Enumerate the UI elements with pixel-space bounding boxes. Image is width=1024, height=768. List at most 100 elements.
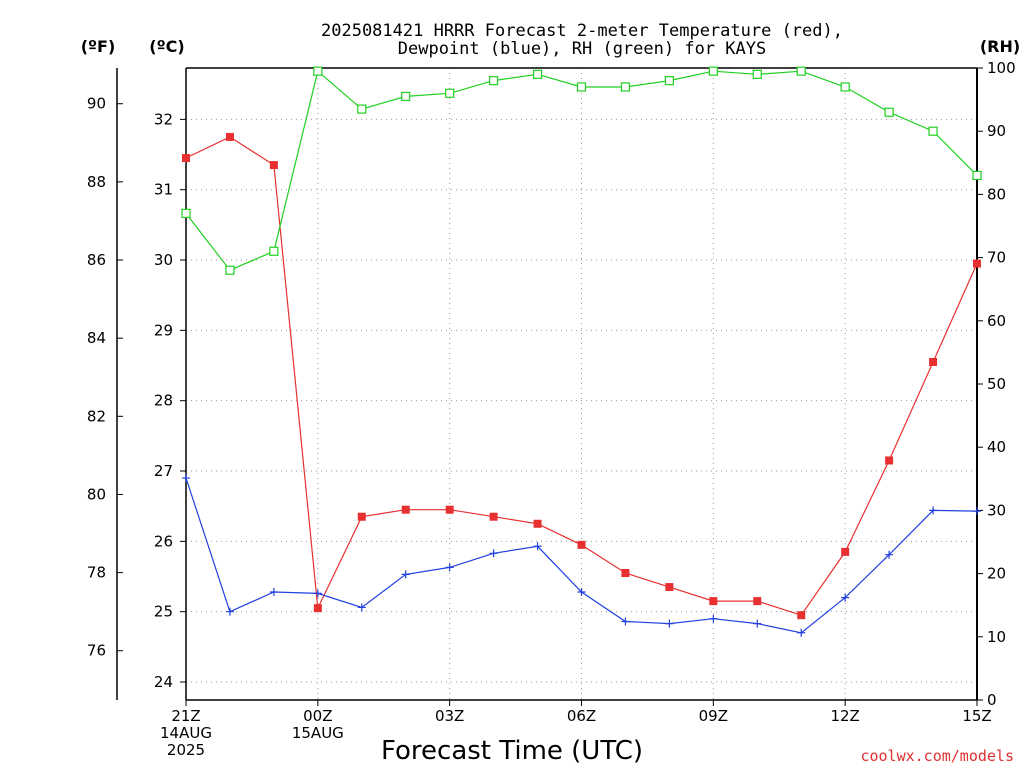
series-dewpoint [182, 474, 981, 637]
temperature-point [797, 611, 806, 620]
dewpoint-point [709, 614, 718, 623]
celsius-tick-label: 30 [154, 251, 173, 269]
x-tick-label: 14AUG [160, 724, 212, 742]
rh-point [840, 82, 850, 92]
temperature-point [401, 505, 410, 514]
temperature-point [885, 456, 894, 465]
rh-point [752, 69, 762, 79]
dewpoint-point [841, 593, 850, 602]
credit-text: coolwx.com/models [860, 747, 1014, 765]
rh-point [576, 82, 587, 92]
dewpoint-point [313, 589, 322, 598]
celsius-tick-label: 28 [154, 392, 173, 410]
axes [116, 67, 983, 706]
temperature-point [973, 259, 981, 268]
celsius-tick-label: 25 [154, 603, 173, 621]
series-line-rh [185, 70, 978, 271]
dewpoint-point [533, 542, 542, 551]
fahrenheit-unit-label: (ºF) [81, 37, 116, 56]
x-tick-label: 12Z [830, 707, 859, 725]
rh-point [401, 91, 411, 102]
celsius-tick-label: 32 [154, 110, 173, 128]
rh-tick-label: 30 [987, 501, 1006, 519]
rh-point [620, 82, 631, 92]
rh-point [928, 126, 938, 136]
x-tick-label: 15Z [962, 707, 991, 725]
rh-unit-label: (RH) [980, 37, 1020, 56]
rh-point [664, 76, 674, 86]
chart-title-line1: 2025081421 HRRR Forecast 2-meter Tempera… [321, 21, 843, 41]
celsius-tick-label: 31 [154, 181, 173, 199]
dewpoint-point [182, 474, 190, 483]
dewpoint-point [445, 563, 454, 572]
temperature-point [929, 357, 938, 366]
x-axis-label: Forecast Time (UTC) [381, 736, 643, 766]
dewpoint-point [489, 549, 498, 558]
rh-tick-label: 90 [987, 122, 1006, 140]
fahrenheit-tick-label: 82 [87, 407, 106, 425]
fahrenheit-tick-label: 84 [87, 329, 106, 347]
grid-lines [186, 68, 977, 700]
temperature-point [709, 597, 718, 606]
temperature-point [489, 512, 498, 521]
data-series [181, 66, 982, 637]
celsius-tick-label: 29 [154, 321, 173, 339]
rh-point [884, 107, 894, 117]
rh-tick-label: 80 [987, 185, 1006, 203]
rh-point [225, 265, 235, 275]
rh-point [972, 170, 982, 181]
rh-tick-label: 60 [987, 312, 1006, 330]
celsius-unit-label: (ºC) [149, 37, 184, 56]
temperature-point [445, 505, 454, 514]
rh-tick-label: 10 [987, 628, 1006, 646]
temperature-point [753, 597, 762, 606]
celsius-tick-label: 26 [154, 532, 173, 550]
rh-tick-label: 50 [987, 375, 1006, 393]
rh-tick-label: 100 [987, 59, 1016, 77]
x-tick-label: 06Z [567, 707, 596, 725]
rh-tick-label: 20 [987, 565, 1006, 583]
temperature-point [182, 154, 190, 163]
temperature-point [533, 519, 542, 528]
dewpoint-point [885, 550, 894, 559]
dewpoint-point [753, 619, 762, 628]
temperature-point [313, 604, 322, 613]
dewpoint-point [357, 603, 366, 612]
tick-labels: 24 25 26 27 28 29 30 31 32 76 78 80 82 84 86 88 90 0 10 20 3… [87, 59, 1016, 759]
fahrenheit-tick-label: 86 [87, 251, 106, 269]
dewpoint-point [665, 619, 674, 628]
rh-point [532, 69, 543, 79]
series-rh [181, 66, 982, 275]
temperature-point [621, 568, 630, 577]
dewpoint-point [797, 628, 806, 637]
fahrenheit-tick-label: 80 [87, 485, 106, 503]
x-tick-label: 15AUG [292, 724, 344, 742]
x-tick-label: 2025 [167, 741, 205, 759]
series-temperature [182, 132, 981, 620]
dewpoint-point [225, 607, 234, 616]
dewpoint-point [269, 587, 278, 596]
rh-point [313, 66, 323, 76]
rh-point [181, 208, 191, 218]
fahrenheit-tick-label: 78 [87, 564, 106, 582]
rh-point [796, 66, 806, 76]
fahrenheit-tick-label: 76 [87, 642, 106, 660]
dewpoint-point [577, 587, 586, 596]
rh-point [357, 104, 367, 114]
celsius-tick-label: 24 [154, 673, 173, 691]
rh-point [489, 76, 499, 86]
chart-title-line2: Dewpoint (blue), RH (green) for KAYS [398, 39, 766, 59]
rh-tick-label: 70 [987, 249, 1006, 267]
dewpoint-point [401, 570, 410, 579]
dewpoint-point [621, 617, 630, 626]
rh-tick-label: 0 [987, 691, 997, 709]
rh-point [269, 246, 279, 256]
rh-point [708, 66, 718, 76]
temperature-point [225, 132, 234, 141]
rh-tick-label: 40 [987, 438, 1006, 456]
series-line-dewpoint [185, 477, 978, 634]
fahrenheit-tick-label: 88 [87, 173, 106, 191]
rh-point [445, 88, 455, 98]
